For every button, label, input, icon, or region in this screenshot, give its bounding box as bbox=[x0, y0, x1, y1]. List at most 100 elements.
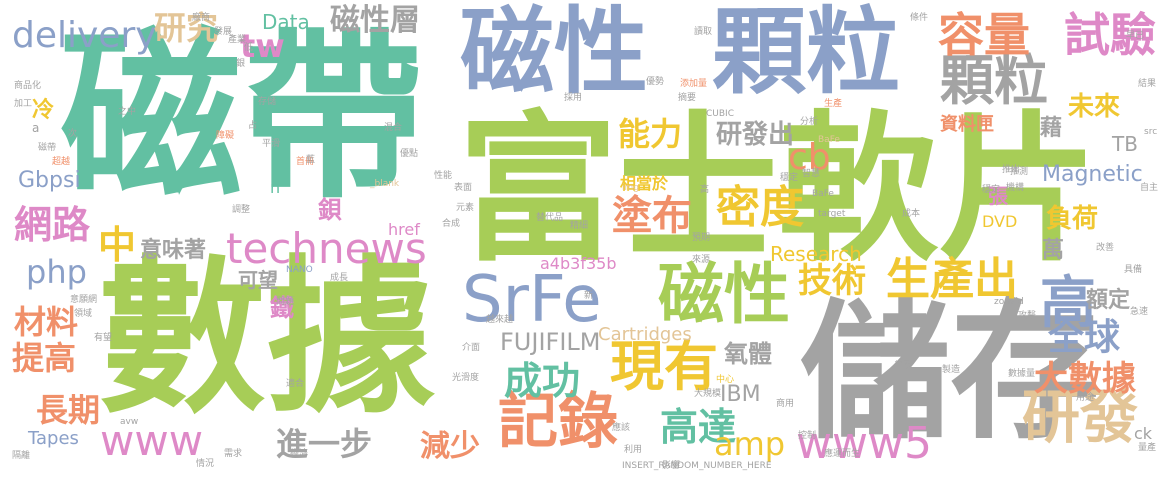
word-cloud-term: 自主 bbox=[1140, 183, 1159, 193]
word-cloud-term: 新 bbox=[584, 291, 594, 301]
word-cloud-term: 優點 bbox=[400, 149, 419, 159]
word-cloud-term: 穩定 bbox=[780, 173, 799, 183]
word-cloud-term: 研究 bbox=[154, 9, 219, 47]
word-cloud-term: 氧體 bbox=[724, 340, 772, 368]
word-cloud-term: 商用 bbox=[776, 399, 795, 409]
word-cloud-term: 量產 bbox=[1138, 443, 1157, 453]
word-cloud-term: 成長 bbox=[330, 273, 349, 283]
word-cloud-term: 大數據 bbox=[1034, 359, 1136, 399]
word-cloud-term: 發展 bbox=[214, 27, 233, 37]
word-cloud-term: 應運而生 bbox=[824, 449, 861, 459]
word-cloud-term: 存儲 bbox=[258, 97, 277, 107]
word-cloud-term: 密度 bbox=[716, 182, 804, 233]
word-cloud-term: 儲存 bbox=[800, 286, 1101, 460]
word-cloud-term: 穩定 bbox=[982, 185, 1001, 195]
word-cloud-term: 超越 bbox=[52, 157, 71, 167]
word-cloud-term: 智慧 bbox=[802, 169, 821, 179]
word-cloud-term: zoneid bbox=[994, 297, 1024, 307]
word-cloud-term: 磁性層 bbox=[330, 3, 420, 38]
word-cloud-term: 低 bbox=[244, 43, 254, 53]
word-cloud-term: 生產出 bbox=[886, 254, 1018, 305]
word-cloud-term: 能力 bbox=[618, 115, 683, 153]
word-cloud-term: n bbox=[270, 178, 281, 197]
word-cloud-term: 機構 bbox=[1006, 183, 1025, 193]
word-cloud-term: Gbpsi bbox=[18, 168, 81, 193]
word-cloud-term: 介面 bbox=[462, 343, 481, 353]
word-cloud-term: 推測 bbox=[1010, 167, 1029, 177]
word-cloud-term: 情況 bbox=[196, 459, 215, 469]
word-cloud-term: 磁性 bbox=[460, 0, 649, 107]
word-cloud-term: 條件 bbox=[910, 13, 929, 23]
word-cloud-term: SrFe bbox=[462, 263, 602, 337]
word-cloud-term: _blank bbox=[370, 179, 400, 189]
word-cloud-term: tw bbox=[240, 27, 285, 65]
word-cloud-term: 磁帶 bbox=[60, 11, 424, 223]
word-cloud-term: 現有 bbox=[610, 335, 718, 398]
word-cloud-term: IBM bbox=[720, 382, 761, 407]
word-cloud-term: 預期 bbox=[692, 233, 711, 243]
word-cloud-term: 相當於 bbox=[620, 174, 669, 193]
word-cloud-term: 元素 bbox=[456, 203, 475, 213]
word-cloud-term: 次 bbox=[68, 129, 78, 139]
word-cloud-term: 中心 bbox=[716, 375, 735, 385]
word-cloud-term: src bbox=[1144, 127, 1158, 137]
word-cloud-term: 首冊 bbox=[296, 157, 315, 167]
word-cloud-term: 急速 bbox=[1130, 307, 1149, 317]
word-cloud-term: 利用 bbox=[624, 445, 643, 455]
word-cloud-term: 顆粒 bbox=[940, 49, 1048, 112]
word-cloud-term: a4b3f35b bbox=[540, 254, 617, 273]
word-cloud-term: 試驗 bbox=[1064, 8, 1156, 62]
word-cloud-term: 成功 bbox=[504, 359, 581, 403]
word-cloud-term: TB bbox=[1112, 132, 1138, 156]
word-cloud-term: 意味著 bbox=[140, 238, 207, 263]
word-cloud-term: Cartridges bbox=[598, 324, 692, 345]
word-cloud-term: cb bbox=[788, 137, 831, 178]
word-cloud-term: 攻擊 bbox=[1018, 311, 1037, 321]
word-cloud-term: 鐵 bbox=[270, 294, 294, 322]
word-cloud-term: 製造 bbox=[942, 365, 961, 375]
word-cloud-term: 需求 bbox=[224, 449, 243, 459]
word-cloud-term: 精細 bbox=[570, 221, 589, 231]
word-cloud-term: Data bbox=[262, 10, 310, 34]
word-cloud-term: 顆粒 bbox=[712, 0, 901, 107]
word-cloud-term: 問題 bbox=[276, 297, 295, 307]
word-cloud-term: 添加量 bbox=[680, 79, 708, 89]
word-cloud-term: 數據 bbox=[98, 240, 434, 436]
word-cloud-term: 影響 bbox=[662, 461, 681, 471]
word-cloud-term: 廠商 bbox=[192, 13, 211, 23]
word-cloud-term: DVD bbox=[982, 212, 1018, 231]
word-cloud-term: 高 bbox=[1040, 271, 1096, 336]
word-cloud-term: 高達 bbox=[660, 405, 737, 449]
word-cloud-term: 改善 bbox=[1096, 243, 1115, 253]
word-cloud-term: 隔離 bbox=[12, 451, 31, 461]
word-cloud-term: Magnetic bbox=[1042, 162, 1143, 187]
word-cloud-term: BaFe bbox=[818, 135, 840, 145]
word-cloud-term: 越來越 bbox=[486, 315, 514, 325]
word-cloud-term: 生產 bbox=[824, 99, 843, 109]
word-cloud-term: 負荷 bbox=[1046, 204, 1099, 234]
word-cloud-term: 鋇 bbox=[318, 196, 342, 224]
word-cloud-term: Tapes bbox=[28, 428, 79, 449]
word-cloud-term: 占 bbox=[248, 121, 258, 131]
word-cloud-term: 技術 bbox=[798, 261, 866, 301]
word-cloud-term: 萬 bbox=[1042, 238, 1065, 263]
word-cloud-term: img bbox=[622, 183, 639, 193]
word-cloud-term: 有望 bbox=[94, 333, 113, 343]
word-cloud-term: 高 bbox=[700, 185, 710, 195]
word-cloud-term: 中 bbox=[98, 223, 137, 267]
word-cloud-term: amp bbox=[714, 425, 786, 463]
word-cloud-term: delivery bbox=[12, 15, 157, 56]
word-cloud-term: 研發 bbox=[1022, 383, 1139, 451]
word-cloud-term: 光滑度 bbox=[452, 373, 480, 383]
word-cloud-term: 摘要 bbox=[678, 93, 697, 103]
word-cloud-term: 磁性 bbox=[658, 256, 790, 333]
word-cloud-term: 全球 bbox=[1048, 317, 1121, 358]
word-cloud-term: 平滑 bbox=[262, 139, 281, 149]
word-cloud-term: 適合 bbox=[286, 379, 305, 389]
word-cloud-term: 張 bbox=[988, 184, 1008, 208]
word-cloud-term: 替代品 bbox=[536, 213, 564, 223]
word-cloud-term: 早已 bbox=[1126, 31, 1145, 41]
word-cloud-term: 藍 bbox=[306, 155, 316, 165]
word-cloud-term: 可望 bbox=[238, 268, 278, 292]
